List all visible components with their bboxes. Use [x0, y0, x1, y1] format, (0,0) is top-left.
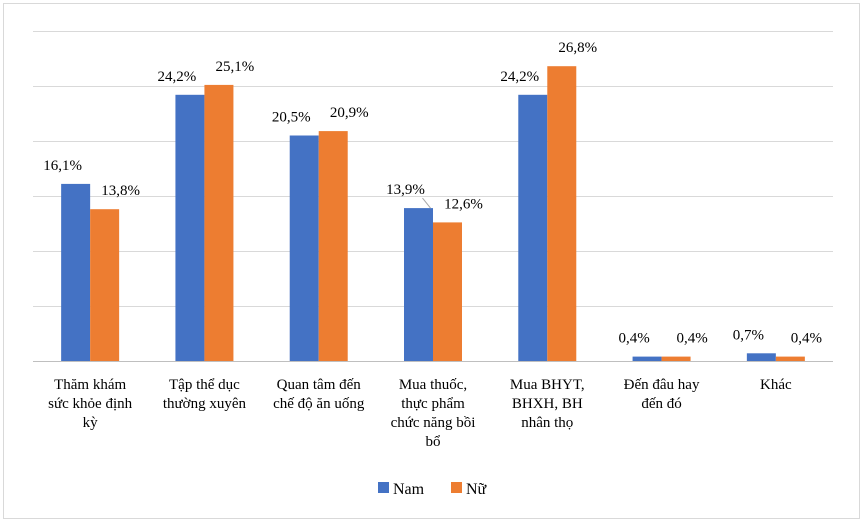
bar-nữ-2	[318, 131, 348, 361]
bar-nữ-1	[204, 84, 234, 362]
category-label-1: Tập thể dục thường xuyên	[163, 377, 247, 412]
data-label-nam-6: 0,7%	[733, 327, 764, 343]
bar-nữ-3	[433, 222, 462, 361]
data-label-nữ-6: 0,4%	[791, 331, 822, 347]
legend-swatch-nữ	[451, 482, 462, 493]
data-label-nữ-4: 26,8%	[558, 40, 597, 56]
data-labels: 16,1% 24,2% 20,5% 13,9% 24,2% 0,4% 0,7% 13,8% 25…	[43, 40, 822, 346]
category-labels: Thăm khám sức khỏe định kỳ Tập thể dục thườn…	[48, 377, 792, 450]
legend-label-nữ: Nữ	[466, 481, 488, 498]
bar-nam-1	[175, 94, 205, 362]
category-label-6: Khác	[760, 377, 792, 393]
bar-nữ-4	[547, 66, 577, 361]
bar-nữ-5	[661, 356, 691, 361]
bar-nữ-0	[90, 209, 120, 361]
data-label-nữ-3: 12,6%	[444, 196, 483, 212]
data-label-nữ-5: 0,4%	[676, 331, 707, 347]
data-label-nữ-0: 13,8%	[101, 183, 140, 199]
bar-nam-4	[518, 94, 548, 362]
bar-nữ-6	[775, 356, 805, 361]
bar-nam-2	[289, 135, 319, 361]
legend-label-nam: Nam	[393, 481, 425, 498]
legend: Nam Nữ	[378, 481, 488, 498]
data-label-nam-2: 20,5%	[272, 110, 311, 126]
data-label-nam-3: 13,9%	[386, 182, 425, 198]
bars	[61, 66, 805, 362]
legend-swatch-nam	[378, 482, 389, 493]
bar-nam-6	[746, 353, 776, 361]
category-label-0: Thăm khám sức khỏe định kỳ	[48, 377, 132, 431]
data-label-nam-4: 24,2%	[500, 69, 539, 85]
gridlines	[33, 31, 833, 362]
data-label-nam-5: 0,4%	[618, 331, 649, 347]
category-label-4: Mua BHYT, BHXH, BH nhân thọ	[510, 377, 585, 431]
bar-nam-0	[61, 183, 91, 361]
data-label-nam-0: 16,1%	[43, 158, 82, 174]
category-label-2: Quan tâm đến chế độ ăn uống	[273, 377, 365, 412]
category-label-3: Mua thuốc, thực phẩm chức năng bồi bổ	[391, 377, 476, 450]
bar-nam-3	[404, 208, 433, 361]
data-label-nữ-1: 25,1%	[216, 59, 255, 75]
label-leader-line	[422, 197, 431, 209]
category-label-5: Đến đâu hay đến đó	[624, 377, 700, 412]
bar-nam-5	[632, 356, 662, 361]
data-label-nam-1: 24,2%	[158, 69, 197, 85]
data-label-nữ-2: 20,9%	[330, 105, 369, 121]
